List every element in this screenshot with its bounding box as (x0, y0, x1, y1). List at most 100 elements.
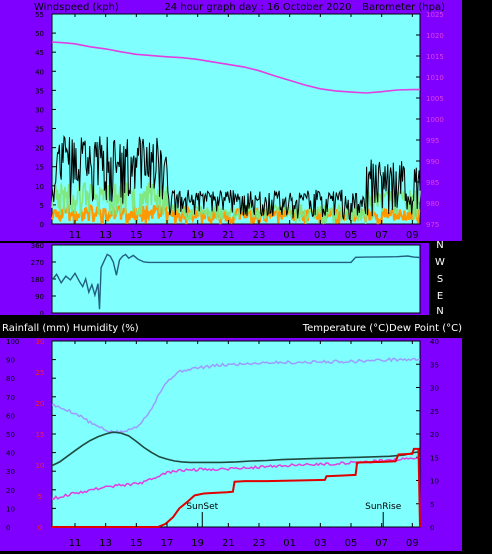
humidity-axis-tick-label: 80 (6, 375, 15, 383)
right-axis-tick-label: 990 (426, 158, 439, 166)
left-axis-tick-label: 50 (35, 30, 44, 38)
temperature-axis-tick-label: 5 (430, 501, 434, 509)
temperature-axis-tick-label: 30 (430, 385, 439, 393)
x-tick-label: 09 (406, 230, 419, 241)
left-axis-tick-label: 15 (35, 164, 44, 172)
temperature-axis-tick-label: 20 (430, 431, 439, 439)
rainfall-axis-tick-label: 20 (36, 400, 45, 408)
plot-area (51, 244, 421, 314)
wind-direction-panel: 0 90 180 270 360 (31, 242, 421, 318)
rainfall-axis-tick-label: 0 (38, 524, 42, 532)
annotation-label: SunSet (186, 502, 218, 512)
x-tick-label: 07 (375, 230, 388, 241)
humidity-axis-tick-label: 20 (6, 487, 15, 495)
direction-axis-tick-label: 180 (31, 276, 44, 284)
x-tick-label: 21 (222, 230, 235, 241)
left-axis-tick-label: 35 (35, 87, 44, 95)
rainfall-axis-tick-label: 30 (36, 338, 45, 346)
rain-humidity-temperature-panel: 0102030405060708090100051015202530051015… (6, 338, 439, 549)
left-axis-tick-label: 0 (40, 221, 44, 229)
x-tick-label: 07 (375, 538, 388, 549)
rainfall-axis-tick-label: 5 (38, 493, 42, 501)
direction-axis-tick-label: 0 (40, 310, 44, 318)
rainfall-line (52, 447, 421, 528)
right-axis-tick-label: 1005 (426, 95, 444, 103)
right-axis-tick-label: 995 (426, 137, 439, 145)
left-axis-tick-label: 30 (35, 106, 44, 114)
humidity-axis-tick-label: 0 (6, 524, 10, 532)
x-tick-label: 03 (314, 538, 327, 549)
plot-area (51, 13, 421, 225)
rainfall-axis-tick-label: 15 (36, 431, 45, 439)
temperature-axis-tick-label: 15 (430, 454, 439, 462)
x-tick-label: 01 (283, 538, 296, 549)
humidity-axis-tick-label: 40 (6, 450, 15, 458)
direction-axis-tick-label: 270 (31, 259, 44, 267)
x-tick-label: 05 (345, 538, 358, 549)
humidity-axis-tick-label: 100 (6, 338, 19, 346)
right-axis-tick-label: 1020 (426, 32, 444, 40)
temperature-axis-tick-label: 25 (430, 408, 439, 416)
left-axis-tick-label: 40 (35, 68, 44, 76)
x-tick-label: 19 (191, 538, 204, 549)
humidity-axis-tick-label: 60 (6, 412, 15, 420)
humidity-axis-tick-label: 70 (6, 394, 15, 402)
annotation-label: SunRise (365, 502, 402, 512)
x-tick-label: 05 (345, 230, 358, 241)
wind-average-line (51, 182, 421, 224)
x-tick-label: 11 (69, 230, 82, 241)
rain-humidity-axis-title: Rainfall (mm) Humidity (%) (2, 323, 139, 334)
compass-label-e: E (437, 291, 443, 302)
x-tick-label: 13 (99, 538, 112, 549)
humidity-line (51, 357, 420, 435)
wind-gust-line (51, 134, 421, 222)
left-axis-tick-label: 5 (40, 202, 44, 210)
x-tick-label: 13 (99, 230, 112, 241)
direction-axis-tick-label: 360 (31, 242, 44, 250)
x-tick-label: 09 (406, 538, 419, 549)
x-tick-label: 23 (253, 230, 266, 241)
compass-label-n-bottom: N (436, 306, 443, 317)
left-axis-tick-label: 10 (35, 183, 44, 191)
temperature-axis-tick-label: 0 (430, 524, 434, 532)
compass-label-n-top: N (436, 240, 443, 251)
temperature-line (51, 431, 421, 467)
x-tick-label: 23 (253, 538, 266, 549)
temperature-axis-tick-label: 40 (430, 338, 439, 346)
x-tick-label: 15 (130, 230, 143, 241)
plot-area (51, 340, 421, 528)
barometer-line (51, 41, 420, 94)
x-tick-label: 17 (161, 538, 174, 549)
left-axis-tick-label: 45 (35, 49, 44, 57)
compass-label-w: W (435, 257, 445, 268)
right-axis-tick-label: 1000 (426, 116, 444, 124)
direction-axis-tick-label: 90 (35, 293, 44, 301)
x-tick-label: 21 (222, 538, 235, 549)
right-axis-tick-label: 985 (426, 179, 439, 187)
temperature-axis-tick-label: 35 (430, 361, 439, 369)
left-axis-tick-label: 20 (35, 145, 44, 153)
left-axis-tick-label: 25 (35, 126, 44, 134)
wind-direction-line (51, 253, 421, 310)
right-axis-tick-label: 975 (426, 221, 439, 229)
rainfall-axis-tick-label: 10 (36, 462, 45, 470)
barometer-axis-title: Barometer (hpa) (362, 2, 445, 13)
x-tick-label: 17 (161, 230, 174, 241)
right-axis-tick-label: 1010 (426, 74, 444, 82)
x-tick-label: 01 (283, 230, 296, 241)
humidity-axis-tick-label: 90 (6, 357, 15, 365)
right-axis-tick-label: 980 (426, 200, 439, 208)
humidity-axis-tick-label: 30 (6, 468, 15, 476)
x-tick-label: 19 (191, 230, 204, 241)
right-axis-tick-label: 1015 (426, 53, 444, 61)
temperature-axis-tick-label: 10 (430, 478, 439, 486)
windspeed-axis-title: Windspeed (kph) (34, 2, 119, 13)
x-tick-label: 11 (69, 538, 82, 549)
temperature-axis-title: Temperature (°C)Dew Point (°C) (302, 323, 462, 334)
graph-title: 24 hour graph day : 16 October 2020 (164, 2, 351, 13)
x-tick-label: 03 (314, 230, 327, 241)
humidity-axis-tick-label: 50 (6, 431, 15, 439)
right-axis-tick-label: 1025 (426, 11, 444, 19)
rainfall-axis-tick-label: 25 (36, 369, 45, 377)
